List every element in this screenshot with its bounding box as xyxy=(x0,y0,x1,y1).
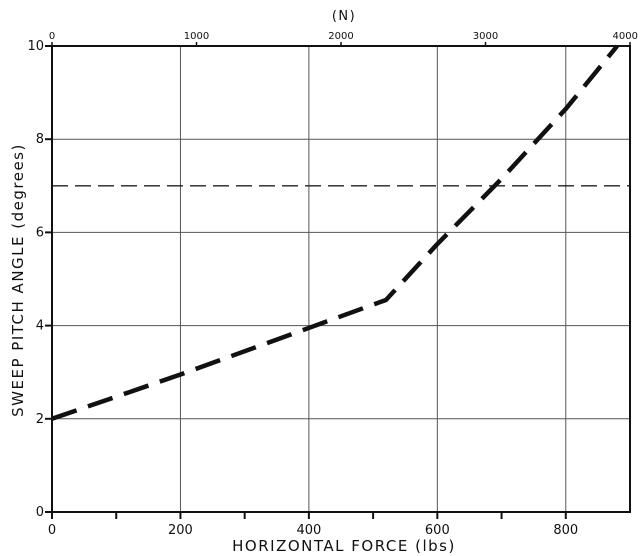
y-tick-label: 4 xyxy=(36,319,44,334)
tick-labels: 0 200 400 600 800 0 2 4 6 8 10 0 1000 2000 3000 4000 xyxy=(27,31,638,538)
y-axis-label: SWEEP PITCH ANGLE (degrees) xyxy=(9,143,27,417)
x2-tick-label: 2000 xyxy=(328,31,353,42)
series xyxy=(51,44,619,421)
x2-tick-label: 1000 xyxy=(184,31,209,42)
x-tick-label: 400 xyxy=(296,523,321,538)
x2-tick-label: 4000 xyxy=(613,31,638,42)
y-tick-label: 10 xyxy=(27,39,44,54)
x-tick-label: 200 xyxy=(168,523,193,538)
x-tick-label: 800 xyxy=(553,523,578,538)
x-tick-label: 0 xyxy=(48,523,56,538)
y-tick-label: 0 xyxy=(36,505,44,520)
data-series-line xyxy=(51,44,619,421)
y-tick-label: 8 xyxy=(36,132,44,147)
x2-tick-label: 0 xyxy=(49,31,55,42)
top-axis-label: (N) xyxy=(332,9,356,24)
y-tick-label: 2 xyxy=(36,412,44,427)
ticks xyxy=(45,42,631,519)
x2-tick-label: 3000 xyxy=(473,31,498,42)
plot-frame xyxy=(51,45,631,513)
x-axis-label: HORIZONTAL FORCE (lbs) xyxy=(232,537,456,555)
x-tick-label: 600 xyxy=(425,523,450,538)
y-tick-label: 6 xyxy=(36,225,44,240)
grid xyxy=(52,46,630,512)
